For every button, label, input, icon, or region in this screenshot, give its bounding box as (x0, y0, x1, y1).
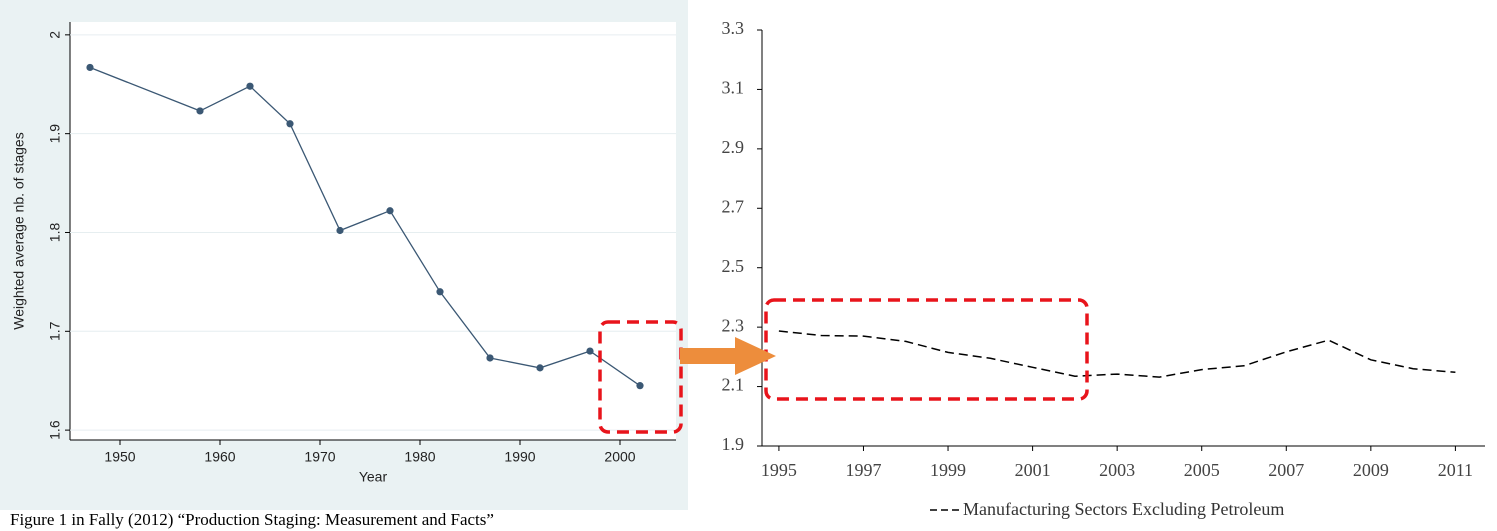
data-point (196, 107, 204, 115)
data-point (536, 364, 544, 372)
x-tick-label: 2007 (1268, 460, 1304, 480)
y-tick-label: 1.7 (47, 321, 63, 341)
x-tick-label: 2000 (604, 449, 635, 465)
plot-area (70, 22, 676, 440)
x-tick-label: 1960 (204, 449, 235, 465)
x-tick-label: 1950 (104, 449, 135, 465)
data-point (86, 63, 94, 72)
legend-entry: Manufacturing Sectors Excluding Petroleu… (963, 499, 1284, 519)
y-tick-label: 2.9 (722, 137, 745, 157)
y-tick-label: 1.9 (722, 434, 745, 454)
charts: 1.6 1.7 1.8 1.9 2 1950 1960 1970 1980 1990 2000 1.9… (47, 18, 1485, 480)
data-point (336, 226, 344, 235)
data-point (286, 120, 294, 128)
highlight-box (598, 320, 683, 434)
y-tick-label: 3.1 (722, 78, 745, 98)
y-axis-label: Weighted average nb. of stages (11, 132, 27, 329)
y-tick-label: 2 (47, 31, 63, 39)
x-tick-label: 2003 (1099, 460, 1135, 480)
y-tick-label: 2.3 (722, 315, 745, 335)
y-tick-label: 2.1 (722, 375, 745, 395)
data-point (436, 288, 444, 296)
arrow (680, 337, 776, 375)
x-tick-label: 1995 (761, 460, 797, 480)
data-point (486, 354, 494, 362)
y-tick-label: 2.7 (722, 196, 745, 216)
data-point (386, 207, 394, 215)
x-tick-label: 2011 (1438, 460, 1473, 480)
x-tick-label: 1997 (845, 460, 881, 480)
data-point (636, 382, 644, 390)
data-point (246, 82, 254, 90)
y-tick-label: 1.9 (47, 124, 63, 144)
y-tick-label: 2.5 (722, 256, 745, 276)
data-line (778, 330, 1456, 378)
x-axis-label: Year (359, 469, 388, 485)
data-point (586, 347, 594, 355)
x-tick-label: 1999 (930, 460, 966, 480)
x-tick-label: 2009 (1353, 460, 1389, 480)
y-tick-label: 1.6 (47, 420, 63, 440)
x-tick-label: 2001 (1015, 460, 1051, 480)
y-tick-label: 3.3 (722, 18, 745, 38)
y-tick-label: 1.8 (47, 223, 63, 243)
x-tick-label: 1980 (404, 449, 435, 465)
x-tick-label: 1990 (504, 449, 535, 465)
x-tick-label: 2005 (1184, 460, 1220, 480)
x-tick-label: 1970 (304, 449, 335, 465)
caption: Figure 1 in Fally (2012) “Production Sta… (10, 510, 494, 529)
highlight-box (764, 298, 1089, 401)
